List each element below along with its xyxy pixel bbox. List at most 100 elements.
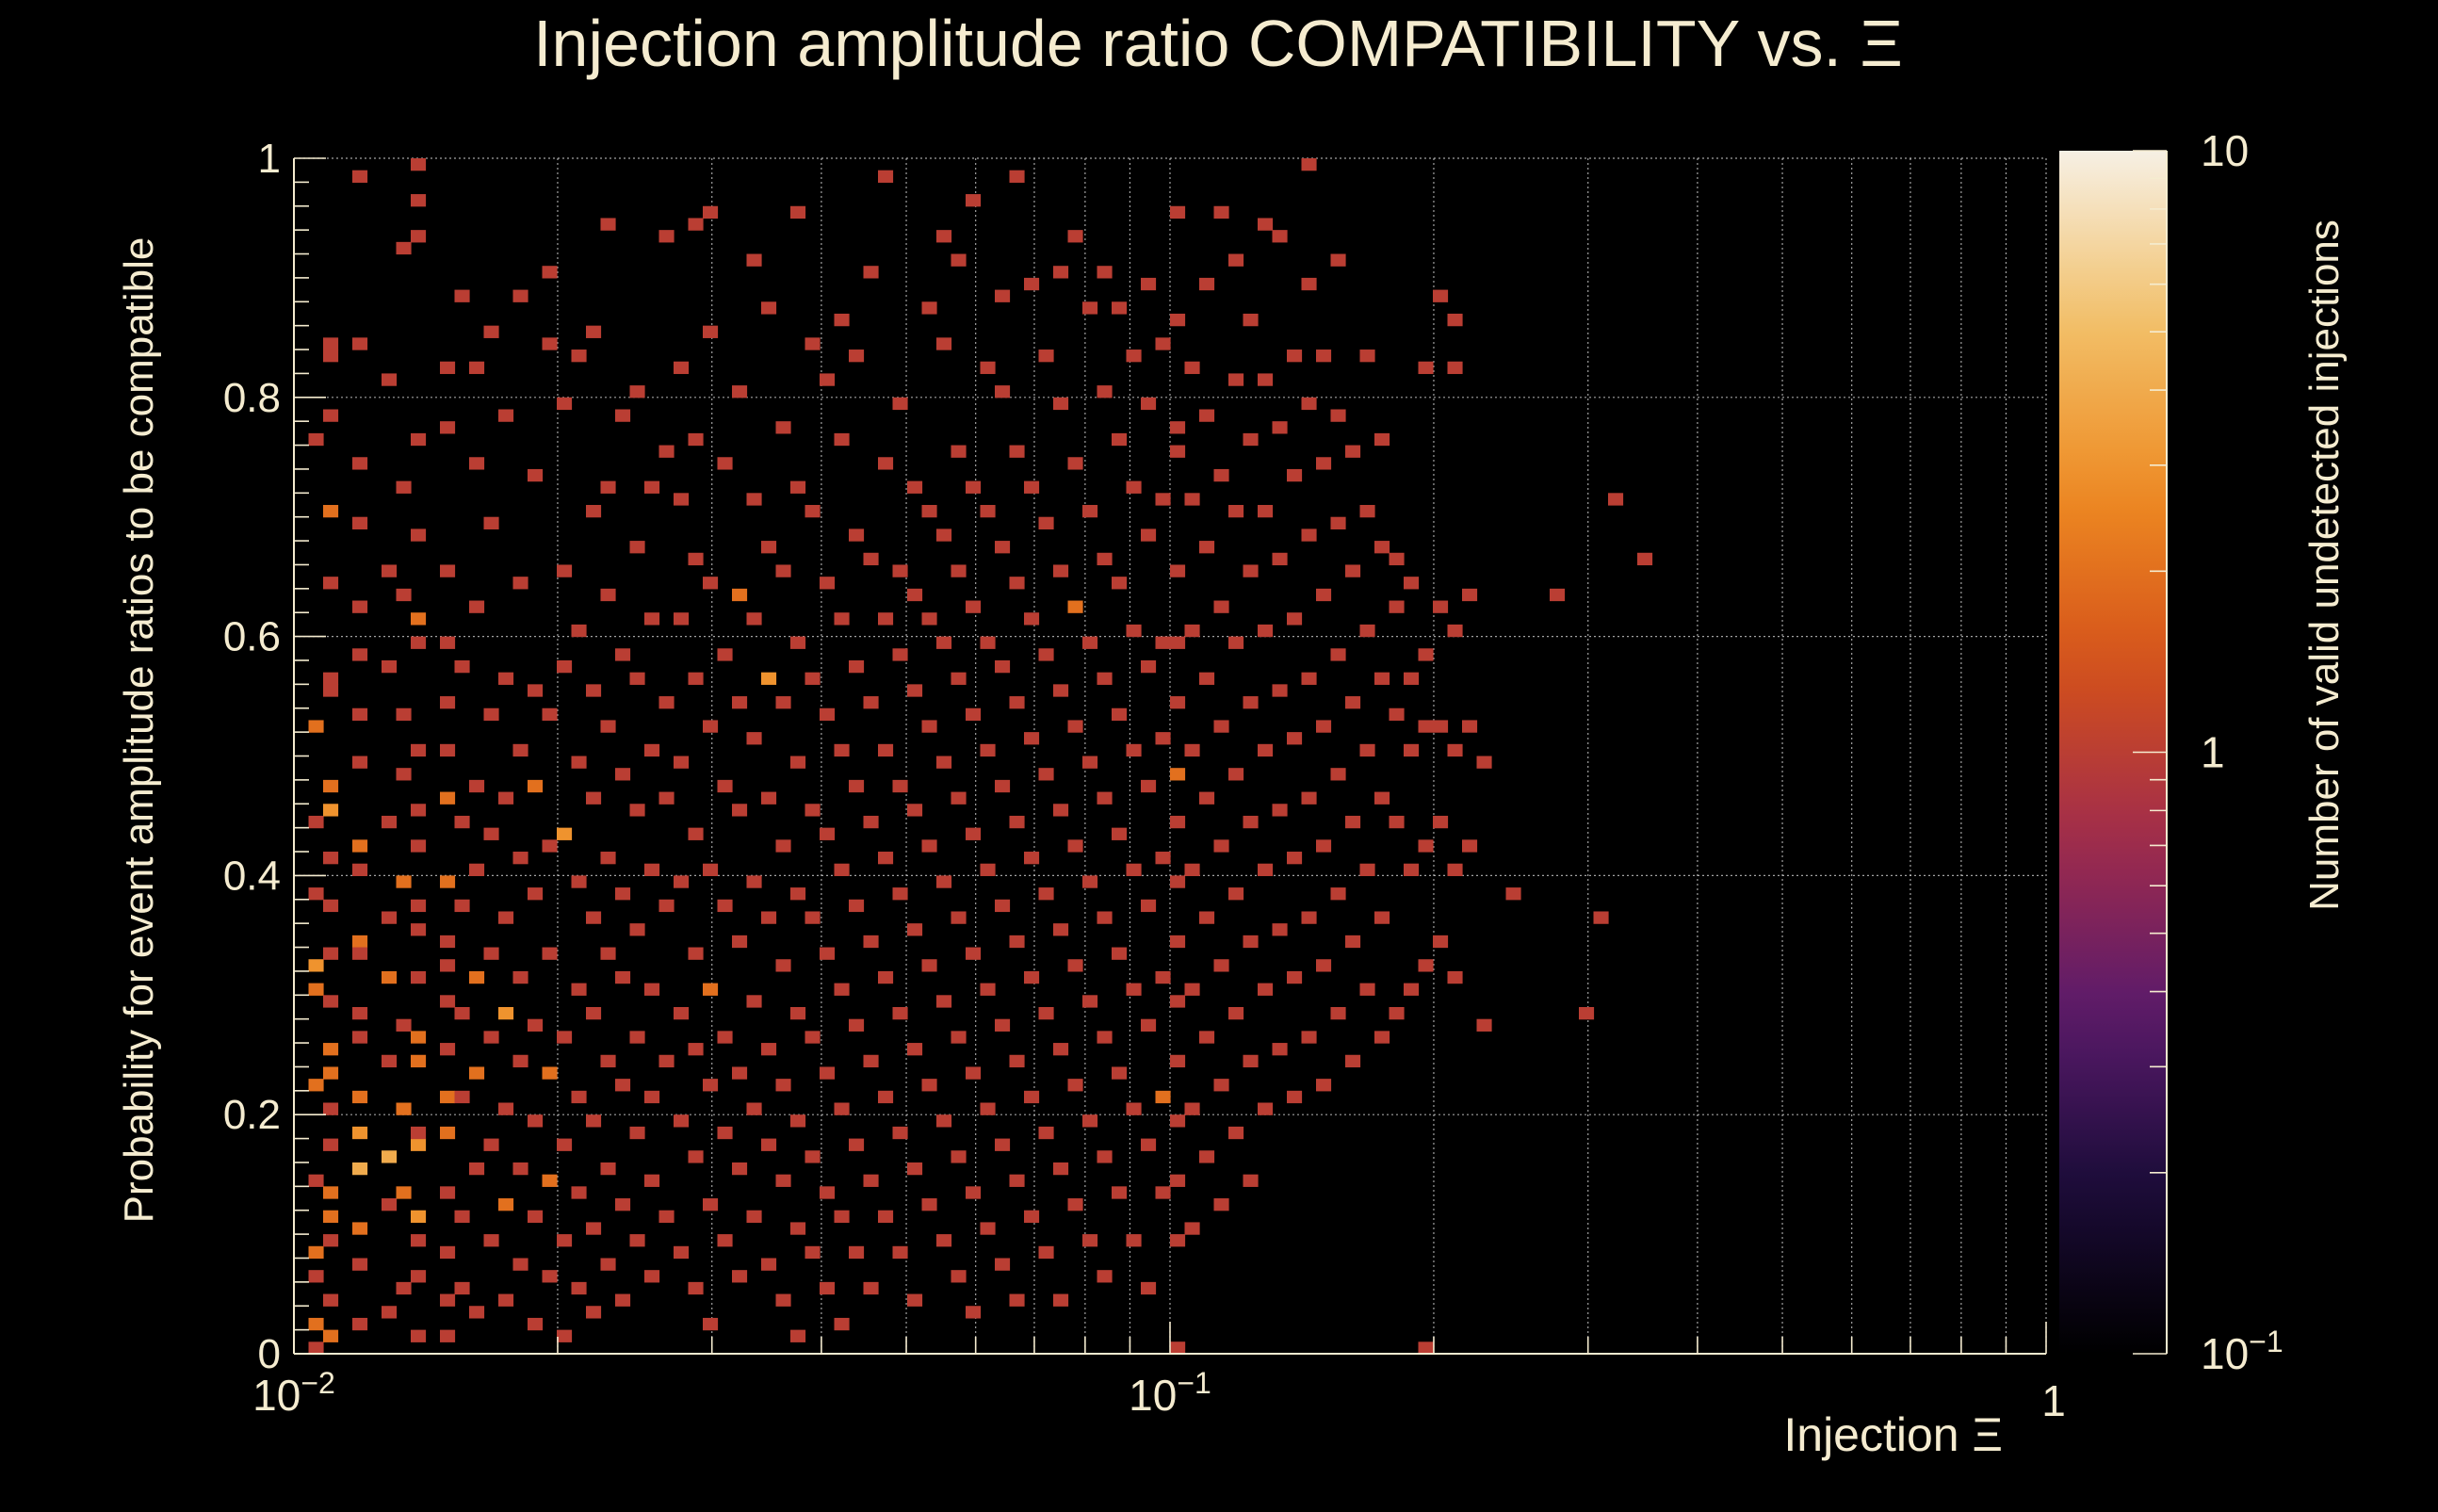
- heatmap-cell: [921, 839, 937, 853]
- heatmap-cell: [498, 672, 514, 685]
- heatmap-cell: [483, 516, 499, 529]
- colorbar-tick-label: 10−1: [2201, 1325, 2284, 1378]
- heatmap-cell: [966, 194, 982, 207]
- heatmap-cell: [323, 1293, 339, 1307]
- heatmap-cell: [1228, 373, 1244, 386]
- heatmap-cell: [1141, 899, 1157, 913]
- heatmap-cell: [907, 684, 923, 697]
- heatmap-cell: [805, 804, 821, 817]
- heatmap-cell: [863, 815, 879, 829]
- heatmap-cell: [498, 409, 514, 422]
- heatmap-cell: [308, 959, 324, 972]
- heatmap-cell: [658, 230, 675, 243]
- heatmap-cell: [936, 756, 952, 769]
- heatmap-cell: [469, 863, 485, 876]
- heatmap-cell: [1258, 863, 1274, 876]
- heatmap-cell: [323, 337, 339, 350]
- heatmap-cell: [1097, 385, 1113, 398]
- heatmap-cell: [1579, 1006, 1595, 1020]
- heatmap-cell: [878, 852, 894, 865]
- heatmap-cell: [1316, 350, 1332, 363]
- y-tick-label: 1: [258, 136, 281, 182]
- heatmap-cell: [1301, 672, 1317, 685]
- heatmap-cell: [1243, 696, 1259, 709]
- heatmap-cell: [1141, 1138, 1157, 1151]
- heatmap-cell: [907, 480, 923, 494]
- heatmap-cell: [1199, 911, 1215, 924]
- heatmap-cell: [1213, 600, 1229, 613]
- heatmap-cell: [1608, 493, 1624, 506]
- heatmap-cell: [1330, 516, 1346, 529]
- heatmap-cell: [615, 648, 631, 661]
- heatmap-cell: [1199, 791, 1215, 805]
- heatmap-cell: [1243, 1174, 1259, 1187]
- heatmap-cell: [411, 1270, 427, 1283]
- heatmap-cell: [1374, 672, 1390, 685]
- heatmap-cell: [615, 1293, 631, 1307]
- heatmap-cell: [790, 1329, 806, 1342]
- heatmap-cell: [1199, 1031, 1215, 1044]
- heatmap-cell: [863, 935, 879, 949]
- heatmap-cell: [644, 1174, 660, 1187]
- heatmap-cell: [1228, 636, 1244, 649]
- heatmap-cell: [615, 1079, 631, 1092]
- heatmap-cell: [1228, 1126, 1244, 1140]
- y-tick-label: 0.4: [223, 853, 281, 899]
- heatmap-cell: [396, 1186, 412, 1199]
- heatmap-cell: [1374, 911, 1390, 924]
- heatmap-cell: [1359, 505, 1375, 518]
- heatmap-cell: [557, 1031, 573, 1044]
- heatmap-cell: [980, 1102, 996, 1115]
- heatmap-cell: [1228, 768, 1244, 781]
- heatmap-cell: [352, 707, 368, 722]
- heatmap-cell: [1170, 768, 1186, 781]
- heatmap-cell: [761, 301, 777, 315]
- heatmap-cell: [1067, 959, 1083, 972]
- heatmap-cell: [600, 1162, 616, 1176]
- heatmap-cell: [805, 1031, 821, 1044]
- heatmap-cell: [980, 743, 996, 757]
- heatmap-cell: [732, 1066, 748, 1080]
- heatmap-cell: [600, 1054, 616, 1068]
- heatmap-cell: [542, 1066, 558, 1080]
- heatmap-cell: [936, 528, 952, 542]
- heatmap-cell: [629, 804, 645, 817]
- heatmap-cell: [1097, 672, 1113, 685]
- heatmap-cell: [658, 445, 675, 458]
- heatmap-cell: [1024, 1210, 1040, 1224]
- heatmap-cell: [717, 648, 733, 661]
- heatmap-cell: [834, 1210, 850, 1224]
- heatmap-cell: [775, 564, 791, 577]
- heatmap-cell: [1097, 552, 1113, 566]
- heatmap-cell: [411, 899, 427, 913]
- heatmap-cell: [1067, 720, 1083, 733]
- heatmap-cell: [469, 779, 485, 793]
- heatmap-cell: [323, 1234, 339, 1247]
- heatmap-cell: [921, 505, 937, 518]
- heatmap-cell: [1082, 301, 1098, 315]
- heatmap-cell: [790, 1114, 806, 1128]
- heatmap-cell: [907, 804, 923, 817]
- heatmap-cell: [849, 659, 865, 674]
- heatmap-cell: [921, 959, 937, 972]
- heatmap-cell: [1287, 852, 1303, 865]
- heatmap-cell: [382, 659, 398, 674]
- heatmap-cell: [1418, 959, 1434, 972]
- heatmap-cell: [1170, 1114, 1186, 1128]
- heatmap-cell: [1418, 361, 1434, 375]
- heatmap-cell: [382, 564, 398, 577]
- heatmap-cell: [688, 1150, 704, 1163]
- heatmap-cell: [1097, 266, 1113, 279]
- heatmap-cell: [1447, 361, 1463, 375]
- heatmap-cell: [1170, 696, 1186, 709]
- heatmap-cell: [674, 1114, 690, 1128]
- heatmap-cell: [1082, 505, 1098, 518]
- heatmap-cell: [1155, 970, 1171, 984]
- heatmap-cell: [440, 361, 456, 375]
- heatmap-cell: [703, 863, 719, 876]
- heatmap-cell: [644, 1090, 660, 1104]
- heatmap-cell: [586, 1006, 602, 1020]
- heatmap-cell: [1476, 1018, 1492, 1032]
- heatmap-cell: [1112, 301, 1128, 315]
- heatmap-cell: [1155, 337, 1171, 350]
